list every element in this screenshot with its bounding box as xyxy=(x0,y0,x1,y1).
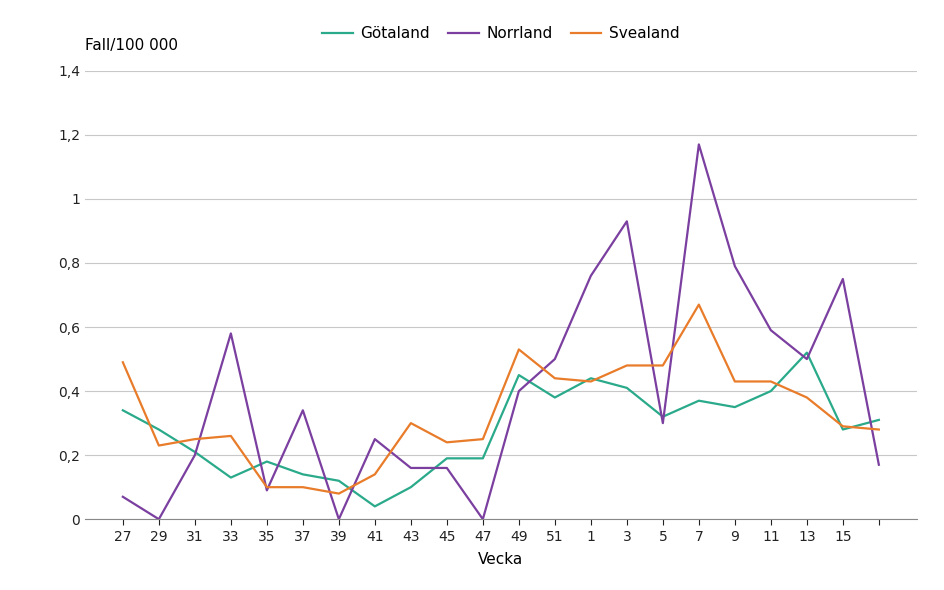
Norrland xyxy=(225,330,236,337)
Norrland xyxy=(620,218,632,225)
Line: Norrland: Norrland xyxy=(123,145,878,519)
Norrland xyxy=(261,487,272,494)
Götaland xyxy=(729,404,740,411)
Svealand xyxy=(620,362,632,369)
Svealand xyxy=(441,439,452,446)
Svealand xyxy=(405,419,416,427)
Svealand xyxy=(225,432,236,440)
Svealand xyxy=(836,423,848,430)
Götaland xyxy=(656,413,667,420)
Götaland xyxy=(369,503,380,510)
Norrland xyxy=(765,327,776,334)
Götaland xyxy=(441,455,452,462)
Norrland xyxy=(117,493,128,500)
Svealand xyxy=(693,301,704,308)
Norrland xyxy=(656,419,667,427)
Norrland xyxy=(441,464,452,471)
Götaland xyxy=(296,471,308,478)
Svealand xyxy=(801,394,812,401)
Götaland xyxy=(225,474,236,481)
Norrland xyxy=(836,276,848,283)
Svealand xyxy=(548,375,560,382)
Norrland xyxy=(369,435,380,442)
Svealand xyxy=(333,490,345,497)
Svealand xyxy=(369,471,380,478)
Norrland xyxy=(189,451,200,458)
Svealand xyxy=(729,378,740,385)
Götaland xyxy=(584,375,596,382)
Götaland xyxy=(836,426,848,433)
Svealand xyxy=(189,435,200,442)
Norrland xyxy=(477,516,488,523)
Legend: Götaland, Norrland, Svealand: Götaland, Norrland, Svealand xyxy=(315,20,685,47)
Svealand xyxy=(117,359,128,366)
Götaland xyxy=(333,477,345,484)
Line: Götaland: Götaland xyxy=(123,353,878,506)
Svealand xyxy=(296,484,308,491)
Götaland xyxy=(693,397,704,404)
Svealand xyxy=(765,378,776,385)
Götaland xyxy=(405,484,416,491)
Svealand xyxy=(261,484,272,491)
Line: Svealand: Svealand xyxy=(123,304,878,494)
Götaland xyxy=(477,455,488,462)
Svealand xyxy=(477,435,488,442)
Norrland xyxy=(333,516,345,523)
Norrland xyxy=(801,356,812,363)
Norrland xyxy=(153,516,164,523)
Svealand xyxy=(153,442,164,449)
Götaland xyxy=(189,448,200,455)
Norrland xyxy=(548,356,560,363)
Götaland xyxy=(117,407,128,414)
Götaland xyxy=(801,349,812,356)
Svealand xyxy=(584,378,596,385)
Götaland xyxy=(620,384,632,391)
Norrland xyxy=(405,464,416,471)
Svealand xyxy=(513,346,524,353)
Svealand xyxy=(872,426,884,433)
Text: Fall/100 000: Fall/100 000 xyxy=(85,38,177,53)
Götaland xyxy=(153,426,164,433)
Götaland xyxy=(548,394,560,401)
Norrland xyxy=(693,141,704,148)
Götaland xyxy=(872,417,884,424)
Svealand xyxy=(656,362,667,369)
Götaland xyxy=(765,388,776,395)
Götaland xyxy=(513,372,524,379)
Norrland xyxy=(513,388,524,395)
Götaland xyxy=(261,458,272,465)
X-axis label: Vecka: Vecka xyxy=(478,552,523,567)
Norrland xyxy=(296,407,308,414)
Norrland xyxy=(872,461,884,468)
Norrland xyxy=(729,263,740,270)
Norrland xyxy=(584,272,596,279)
